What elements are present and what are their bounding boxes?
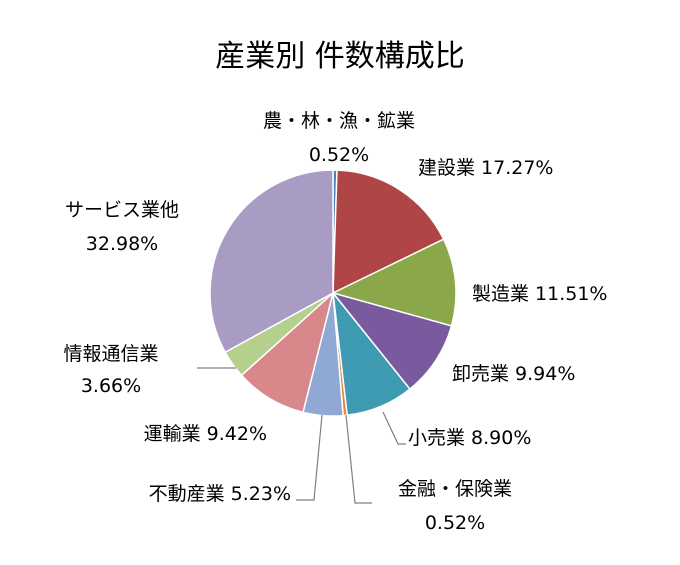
pie-slice	[330, 238, 457, 327]
pie-slices	[209, 169, 457, 417]
slice-label-value: 0.52%	[309, 144, 369, 166]
slice-label-name: 金融・保険業	[398, 478, 512, 500]
slice-label: 運輸業 9.42%	[144, 423, 267, 445]
leader-line	[296, 414, 323, 501]
pie-slice	[330, 291, 453, 391]
slice-label-value: 0.52%	[425, 512, 485, 534]
slice-label-value: 3.66%	[81, 375, 141, 397]
leader-line	[345, 414, 372, 504]
slice-label-name: サービス業他	[65, 199, 179, 221]
slice-label: 不動産業 5.23%	[149, 483, 291, 505]
slice-label-name: 情報通信業	[63, 343, 158, 365]
slice-labels: 農・林・漁・鉱業 0.52% 建設業 17.27% 製造業 11.51% 卸売業 9.9…	[63, 110, 607, 534]
slice-label: 製造業 11.51%	[472, 283, 608, 305]
slice-label-value: 32.98%	[86, 233, 158, 255]
slice-label: 建設業 17.27%	[418, 157, 554, 179]
slice-label: 小売業 8.90%	[408, 427, 531, 449]
pie-slice	[209, 169, 334, 354]
pie-slice	[332, 169, 445, 295]
chart-title: 産業別 件数構成比	[215, 39, 465, 74]
leader-lines	[197, 367, 406, 504]
leader-line	[382, 411, 406, 445]
slice-label-name: 農・林・漁・鉱業	[263, 110, 415, 132]
slice-label: 卸売業 9.94%	[452, 363, 575, 385]
